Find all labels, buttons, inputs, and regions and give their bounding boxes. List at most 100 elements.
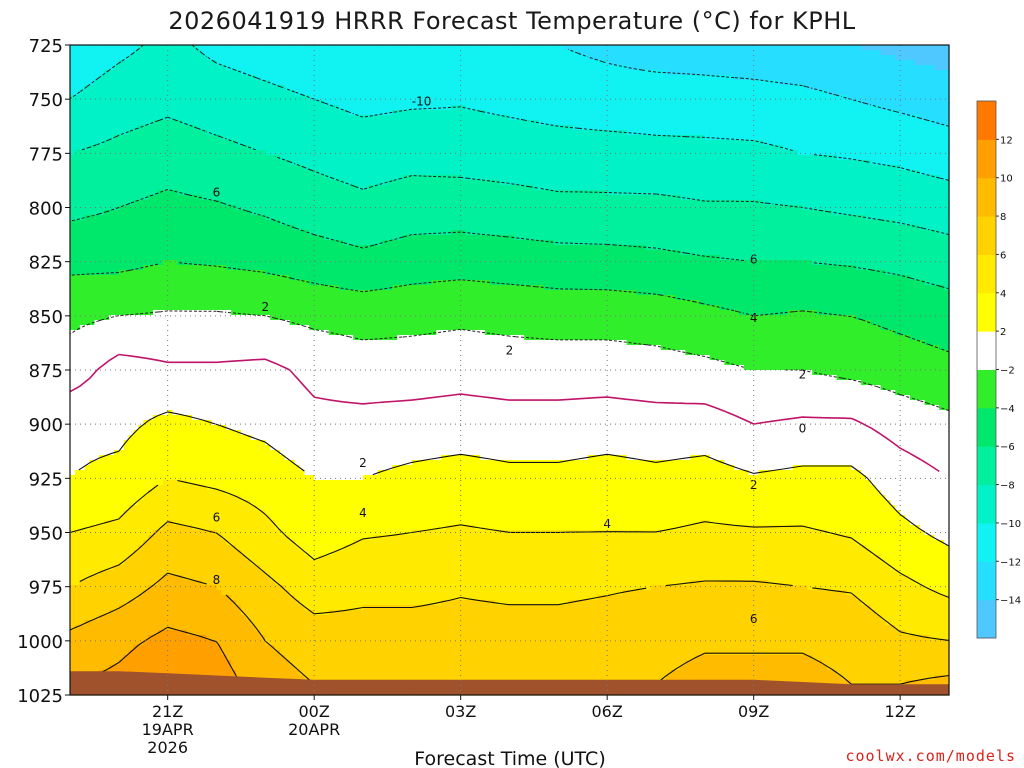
- temperature-cell: [123, 635, 130, 641]
- temperature-cell: [99, 160, 105, 166]
- temperature-cell: [206, 555, 213, 561]
- temperature-cell: [250, 60, 257, 66]
- temperature-cell: [104, 555, 110, 561]
- temperature-cell: [157, 620, 164, 626]
- temperature-cell: [89, 280, 96, 286]
- temperature-cell: [123, 410, 130, 416]
- temperature-cell: [182, 570, 188, 576]
- temperature-cell: [143, 55, 149, 61]
- temperature-cell: [148, 260, 154, 266]
- temperature-cell: [99, 570, 105, 576]
- temperature-cell: [231, 220, 237, 226]
- temperature-cell: [99, 430, 105, 436]
- temperature-cell: [118, 65, 125, 71]
- temperature-cell: [123, 375, 130, 381]
- temperature-cell: [206, 465, 213, 471]
- temperature-cell: [162, 185, 169, 191]
- temperature-cell: [153, 455, 159, 461]
- temperature-cell: [192, 490, 198, 496]
- temperature-cell: [201, 660, 208, 666]
- temperature-cell: [109, 380, 115, 386]
- temperature-cell: [211, 320, 218, 326]
- temperature-cell: [84, 205, 91, 211]
- temperature-cell: [231, 90, 237, 96]
- temperature-cell: [153, 585, 159, 591]
- temperature-cell: [148, 45, 154, 51]
- temperature-cell: [172, 635, 179, 641]
- temperature-cell: [240, 160, 247, 166]
- temperature-cell: [236, 635, 242, 641]
- temperature-cell: [231, 550, 237, 556]
- temperature-cell: [99, 495, 105, 501]
- temperature-cell: [70, 70, 76, 76]
- temperature-cell: [231, 625, 237, 631]
- temperature-cell: [157, 90, 164, 96]
- temperature-cell: [148, 305, 154, 311]
- temperature-cell: [240, 440, 247, 446]
- temperature-cell: [148, 660, 154, 666]
- temperature-cell: [99, 290, 105, 296]
- temperature-cell: [226, 100, 232, 106]
- temperature-cell: [245, 310, 252, 316]
- temperature-cell: [113, 95, 120, 101]
- temperature-cell: [255, 285, 262, 291]
- temperature-cell: [240, 90, 247, 96]
- temperature-cell: [84, 420, 91, 426]
- temperature-cell: [153, 335, 159, 341]
- temperature-cell: [153, 525, 159, 531]
- temperature-cell: [162, 285, 169, 291]
- temperature-cell: [128, 310, 135, 316]
- temperature-cell: [240, 80, 247, 86]
- temperature-cell: [74, 255, 81, 261]
- temperature-cell: [99, 315, 105, 321]
- temperature-cell: [167, 535, 174, 541]
- temperature-cell: [148, 445, 154, 451]
- temperature-cell: [109, 615, 115, 621]
- temperature-cell: [138, 45, 144, 51]
- temperature-cell: [109, 45, 115, 51]
- temperature-cell: [138, 480, 144, 486]
- temperature-cell: [250, 490, 257, 496]
- temperature-cell: [187, 370, 193, 376]
- temperature-cell: [177, 325, 183, 331]
- temperature-cell: [201, 620, 208, 626]
- temperature-cell: [153, 225, 159, 231]
- temperature-cell: [196, 400, 203, 406]
- temperature-cell: [123, 120, 130, 126]
- temperature-cell: [250, 615, 257, 621]
- temperature-cell: [118, 170, 125, 176]
- temperature-cell: [226, 290, 232, 296]
- temperature-cell: [113, 55, 120, 61]
- temperature-cell: [109, 650, 115, 656]
- temperature-cell: [133, 295, 139, 301]
- temperature-cell: [177, 270, 183, 276]
- temperature-cell: [240, 405, 247, 411]
- temperature-cell: [138, 285, 144, 291]
- temperature-cell: [167, 565, 174, 571]
- temperature-cell: [70, 545, 76, 551]
- temperature-cell: [162, 545, 169, 551]
- temperature-cell: [167, 550, 174, 556]
- temperature-cell: [162, 135, 169, 141]
- temperature-cell: [118, 200, 125, 206]
- temperature-cell: [128, 665, 135, 671]
- temperature-cell: [211, 435, 218, 441]
- temperature-cell: [255, 245, 262, 251]
- temperature-cell: [143, 230, 149, 236]
- temperature-cell: [133, 545, 139, 551]
- temperature-cell: [221, 585, 227, 591]
- temperature-cell: [236, 420, 242, 426]
- temperature-cell: [143, 535, 149, 541]
- temperature-cell: [211, 95, 218, 101]
- temperature-cell: [104, 290, 110, 296]
- temperature-cell: [123, 350, 130, 356]
- temperature-cell: [192, 295, 198, 301]
- temperature-cell: [123, 230, 130, 236]
- temperature-cell: [187, 315, 193, 321]
- temperature-cell: [99, 345, 105, 351]
- temperature-cell: [221, 315, 227, 321]
- temperature-cell: [206, 205, 213, 211]
- temperature-cell: [104, 165, 110, 171]
- temperature-cell: [109, 70, 115, 76]
- temperature-cell: [182, 430, 188, 436]
